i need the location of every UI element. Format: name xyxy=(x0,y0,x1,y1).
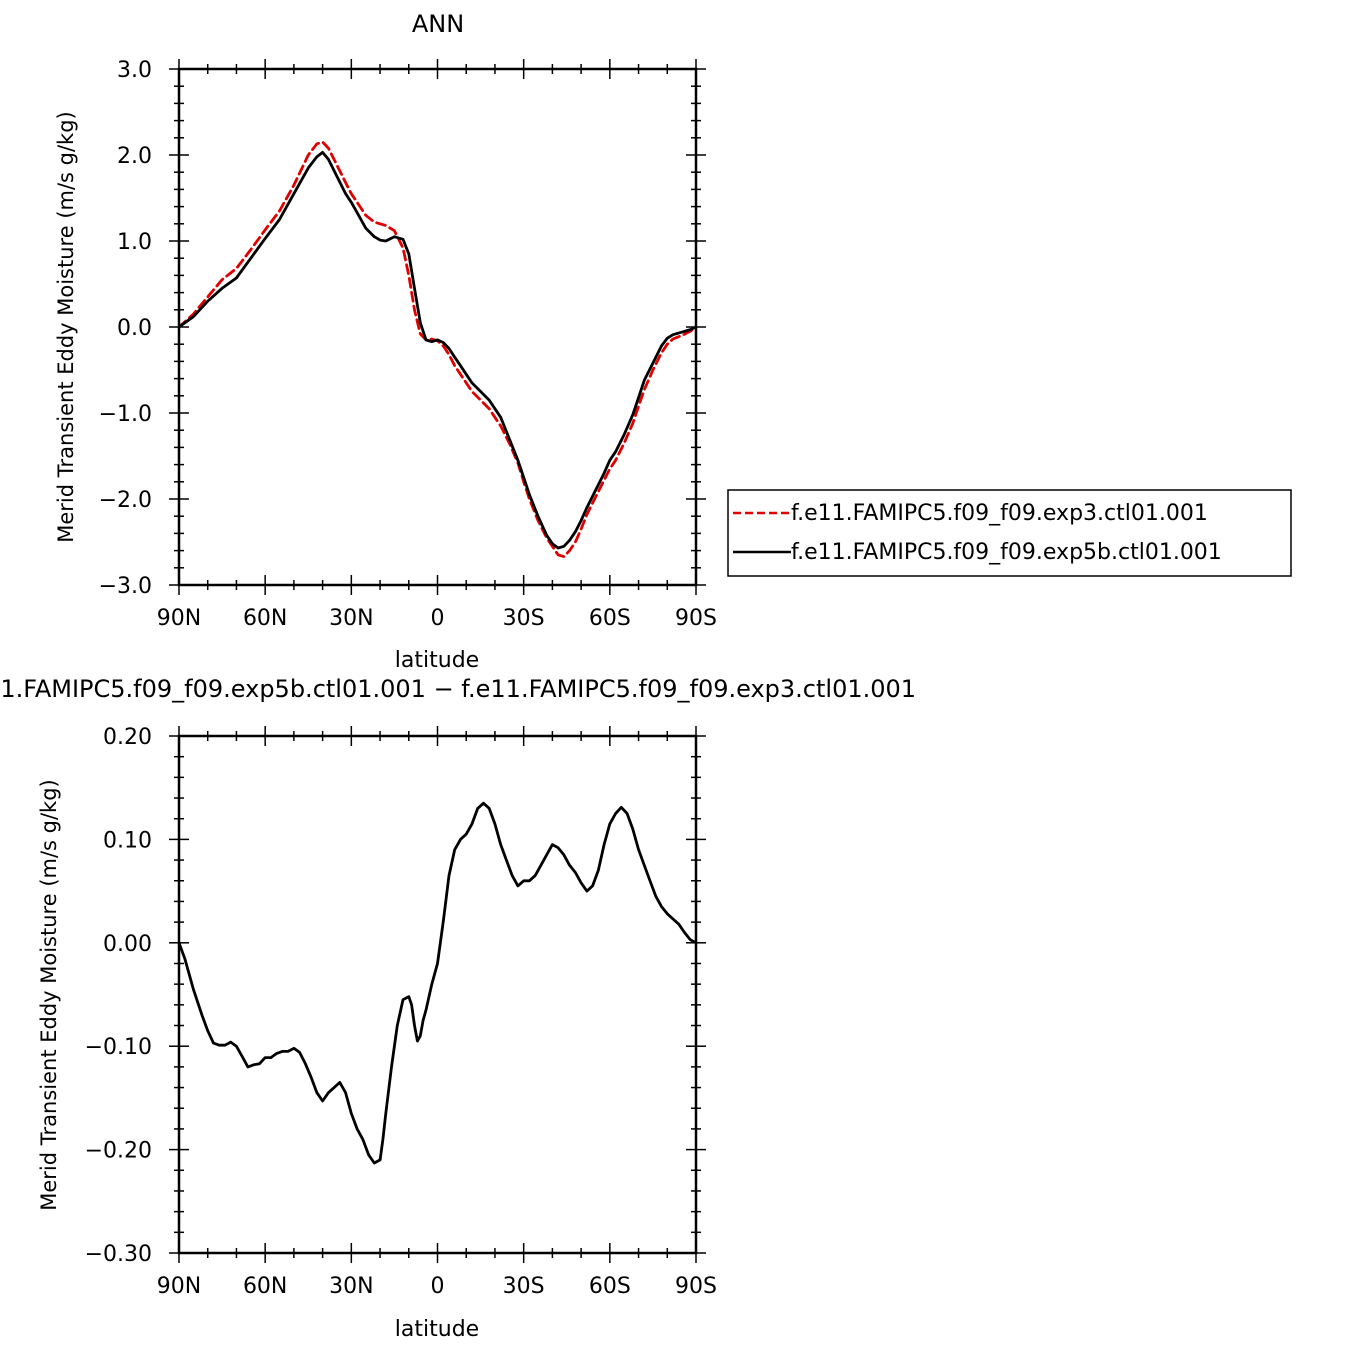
bottom-plot-frame xyxy=(177,734,698,1255)
top-series-line-1 xyxy=(177,150,698,550)
top-ytick-label: 3.0 xyxy=(117,58,152,83)
top-ytick-label: 0.0 xyxy=(117,316,152,341)
top-plot-frame xyxy=(177,67,698,587)
bottom-xtick-label: 60S xyxy=(589,1274,631,1299)
top-panel: ANN Merid Transient Eddy Moisture (m/s g… xyxy=(54,10,717,673)
bottom-xtick-label: 90N xyxy=(157,1274,201,1299)
bottom-ytick-label: 0.10 xyxy=(103,828,152,853)
top-xtick-label: 0 xyxy=(431,606,445,631)
top-ticks: 90N 60N 30N 0 30S 60S 90S −3.0 −2.0 −1.0 0.0 1.0 2.0… xyxy=(99,58,717,631)
bottom-xtick-label: 30S xyxy=(503,1274,545,1299)
bottom-xtick-label: 30N xyxy=(329,1274,373,1299)
top-xtick-label: 90S xyxy=(675,606,717,631)
bottom-panel: f.e11.FAMIPC5.f09_f09.exp5b.ctl01.001 − … xyxy=(0,675,916,1342)
bottom-ytick-label: −0.20 xyxy=(85,1139,152,1164)
top-ylabel: Merid Transient Eddy Moisture (m/s g/kg) xyxy=(54,111,78,543)
top-series xyxy=(177,140,698,558)
bottom-ytick-label: 0.00 xyxy=(103,932,152,957)
top-title: ANN xyxy=(412,10,464,38)
bottom-ylabel: Merid Transient Eddy Moisture (m/s g/kg) xyxy=(37,779,61,1211)
top-ytick-label: 1.0 xyxy=(117,230,152,255)
bottom-ytick-label: −0.10 xyxy=(85,1035,152,1060)
bottom-title: f.e11.FAMIPC5.f09_f09.exp5b.ctl01.001 − … xyxy=(0,675,916,703)
bottom-ytick-label: −0.30 xyxy=(85,1242,152,1267)
legend-label-exp5b: f.e11.FAMIPC5.f09_f09.exp5b.ctl01.001 xyxy=(791,540,1222,565)
legend-frame xyxy=(727,489,1292,577)
top-xtick-label: 60N xyxy=(243,606,287,631)
bottom-series-line-0 xyxy=(177,801,698,1165)
top-xtick-label: 60S xyxy=(589,606,631,631)
top-xlabel: latitude xyxy=(395,648,479,673)
bottom-xtick-label: 0 xyxy=(431,1274,445,1299)
top-ytick-label: −3.0 xyxy=(99,574,152,599)
bottom-series xyxy=(177,801,698,1165)
top-xtick-label: 90N xyxy=(157,606,201,631)
legend-label-exp3: f.e11.FAMIPC5.f09_f09.exp3.ctl01.001 xyxy=(791,501,1208,526)
bottom-xtick-label: 60N xyxy=(243,1274,287,1299)
top-xtick-label: 30N xyxy=(329,606,373,631)
top-ytick-label: −2.0 xyxy=(99,488,152,513)
bottom-xlabel: latitude xyxy=(395,1317,479,1342)
top-ytick-label: −1.0 xyxy=(99,402,152,427)
top-xtick-label: 30S xyxy=(503,606,545,631)
top-ytick-label: 2.0 xyxy=(117,144,152,169)
bottom-ytick-label: 0.20 xyxy=(103,725,152,750)
top-series-line-0 xyxy=(177,140,698,558)
legend: f.e11.FAMIPC5.f09_f09.exp3.ctl01.001 f.e… xyxy=(727,489,1292,577)
bottom-xtick-label: 90S xyxy=(675,1274,717,1299)
